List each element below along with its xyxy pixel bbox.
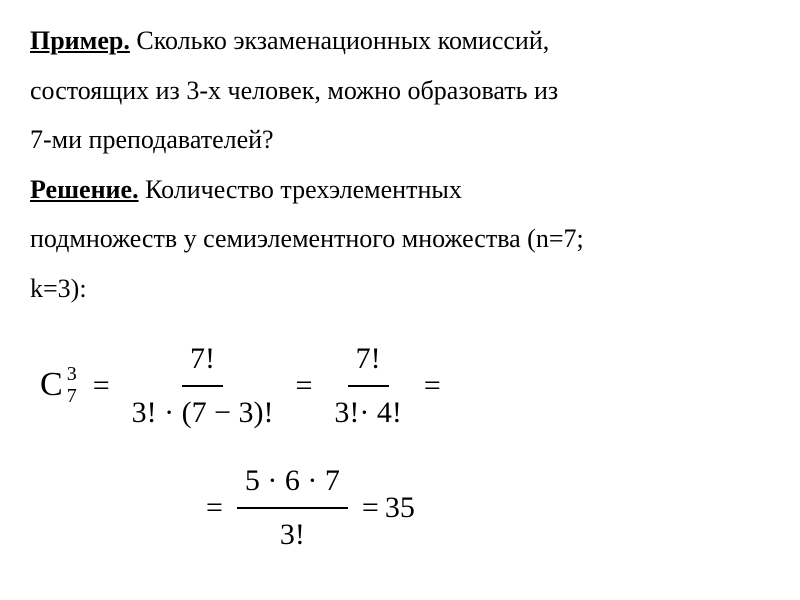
fraction-1-denominator: 3! · (7 − 3)! [124,387,282,437]
equals-3: = [424,362,441,410]
example-text-line2: состоящих из 3-х человек, можно образова… [30,76,558,105]
formula-area: C37 = 7! 3! · (7 − 3)! = 7! 3!· 4! = = 5… [30,335,770,559]
example-text-line3-wrap: 7-ми преподавателей? [30,119,770,161]
solution-paragraph: Решение. Количество трехэлементных [30,169,770,211]
fraction-3-numerator: 5 · 6 · 7 [237,457,348,509]
fraction-2: 7! 3!· 4! [326,335,409,437]
fraction-3: 5 · 6 · 7 3! [237,457,348,559]
fraction-1-numerator: 7! [182,335,223,387]
solution-text-line3: k=3): [30,274,87,303]
fraction-2-denominator: 3!· 4! [326,387,409,437]
formula-line1: C37 = 7! 3! · (7 − 3)! = 7! 3!· 4! = [40,335,770,437]
solution-text-line1: Количество трехэлементных [139,175,462,204]
combination-subscript: 7 [67,380,77,412]
equals-5: = [362,484,379,532]
solution-label: Решение. [30,175,139,204]
solution-text-line3-wrap: k=3): [30,268,770,310]
example-label: Пример. [30,26,130,55]
example-text-line1: Сколько экзаменационных комиссий, [130,26,549,55]
fraction-1: 7! 3! · (7 − 3)! [124,335,282,437]
example-text-line2-wrap: состоящих из 3-х человек, можно образова… [30,70,770,112]
fraction-2-numerator: 7! [348,335,389,387]
example-text-line3: 7-ми преподавателей? [30,125,274,154]
solution-text-line2-wrap: подмножеств у семиэлементного множества … [30,218,770,260]
equals-1: = [93,362,110,410]
example-paragraph: Пример. Сколько экзаменационных комиссий… [30,20,770,62]
formula-line2: = 5 · 6 · 7 3! = 35 [40,457,770,559]
equals-2: = [295,362,312,410]
fraction-3-denominator: 3! [272,509,313,559]
combination-symbol: C [40,358,63,412]
solution-text-line2: подмножеств у семиэлементного множества … [30,224,584,253]
equals-4: = [206,484,223,532]
formula-result: 35 [385,484,415,532]
